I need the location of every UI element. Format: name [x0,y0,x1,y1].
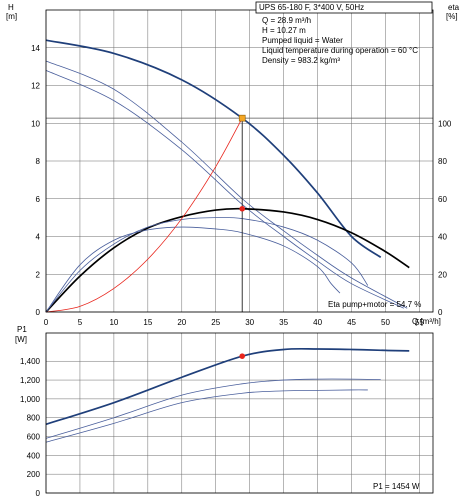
p1-tick-label: 0 [36,489,41,498]
eta-curve-mid [45,217,369,313]
bottom-plot-frame [45,332,434,494]
y-tick-label: 12 [31,82,40,91]
y2-axis-label-eta-unit: [%] [446,12,458,21]
p1-tick-label: 200 [27,470,41,479]
x-axis-label: Q [m³/h] [412,317,441,326]
power-point-marker [239,353,246,359]
x-tick-label: 25 [211,318,220,327]
eta-value-label: Eta pump+motor = 54.7 % [328,300,421,309]
p1-tick-label: 600 [27,433,41,442]
tick-labels: 0 5 10 15 20 25 30 35 40 45 50 55 0 2 4 6 8 10 12 14 0 20 40 60… [20,44,452,498]
operating-markers [46,114,433,359]
x-tick-label: 10 [109,318,118,327]
y-axis-label-p1: P1 [17,325,27,334]
x-tick-label: 15 [143,318,152,327]
p1-curve-low [45,389,368,443]
bottom-grid [45,333,433,494]
x-tick-label: 5 [78,318,83,327]
info-line-temperature: Liquid temperature during operation = 60… [262,46,418,55]
p1-tick-label: 1,400 [20,357,41,366]
efficiency-point-marker [239,205,246,212]
x-tick-label: 55 [415,318,424,327]
y2-tick-label: 20 [438,270,447,279]
p1-tick-label: 800 [27,414,41,423]
p1-curve-max [45,347,410,426]
y2-tick-label: 40 [438,233,447,242]
system-curve-system [45,117,243,313]
x-tick-label: 35 [279,318,288,327]
y-tick-label: 0 [36,308,41,317]
y-tick-label: 2 [36,270,41,279]
x-tick-label: 0 [44,318,49,327]
p1-tick-label: 1,200 [20,376,41,385]
chart-title: UPS 65-180 F, 3*400 V, 50Hz [259,3,364,12]
H-curve-mid [45,60,408,309]
y-tick-label: 14 [31,44,40,53]
x-tick-label: 30 [245,318,254,327]
x-tick-label: 40 [313,318,322,327]
p1-tick-label: 1,000 [20,395,41,404]
y2-tick-label: 100 [438,119,452,128]
power-curves [45,347,410,443]
title-box [255,1,433,14]
p1-curve-mid [45,378,381,439]
p1-tick-label: 400 [27,451,41,460]
y2-axis-label-eta: eta [448,3,460,12]
y-axis-label-p1-unit: [W] [15,335,27,344]
y-tick-label: 8 [36,157,41,166]
top-plot-frame [45,9,434,313]
x-tick-label: 50 [381,318,390,327]
info-line-liquid: Pumped liquid = Water [262,36,343,45]
y-tick-label: 6 [36,195,41,204]
top-grid [45,10,433,313]
y-tick-label: 10 [31,119,40,128]
eta-curve-low [45,226,341,313]
x-tick-label: 45 [347,318,356,327]
info-line-head: H = 10.27 m [262,26,306,35]
info-line-density: Density = 983.2 kg/m³ [262,56,340,65]
y-axis-label-h-unit: [m] [6,12,17,21]
head-efficiency-curves [45,39,410,313]
p1-value-label: P1 = 1454 W [373,482,420,491]
y2-tick-label: 80 [438,157,447,166]
y2-tick-label: 60 [438,195,447,204]
H-curve-low [45,70,404,309]
y-axis-label-h: H [8,3,14,12]
y2-tick-label: 0 [438,308,443,317]
y-tick-label: 4 [36,233,41,242]
eta-curve-max [45,207,410,313]
info-line-flow: Q = 28.9 m³/h [262,16,311,25]
duty-point-marker [238,114,246,122]
x-tick-label: 20 [177,318,186,327]
